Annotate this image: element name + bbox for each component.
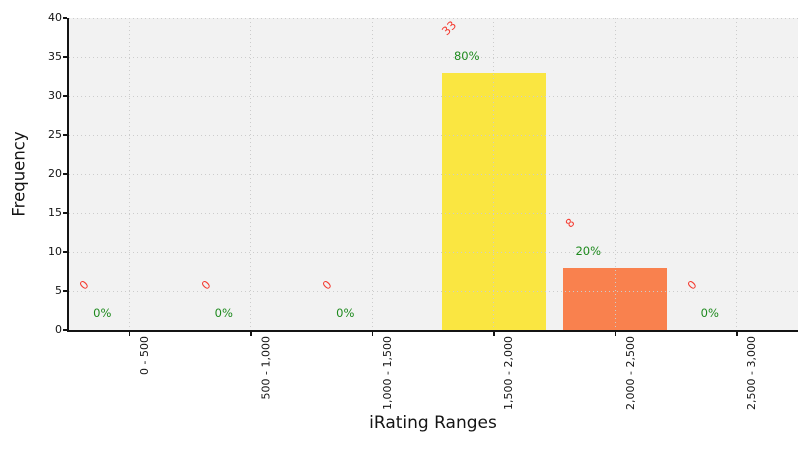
y-tick [62, 329, 67, 331]
gridline-vertical [250, 18, 252, 330]
y-tick-label: 15 [48, 206, 62, 219]
gridline-vertical [493, 18, 495, 330]
y-tick-label: 0 [55, 323, 62, 336]
x-tick [614, 331, 616, 337]
bar-percent-label: 0% [336, 306, 355, 320]
y-tick-label: 10 [48, 245, 62, 258]
y-tick-label: 25 [48, 128, 62, 141]
gridline-vertical [371, 18, 373, 330]
gridline-horizontal [68, 173, 798, 175]
y-tick [62, 290, 67, 292]
y-tick-label: 40 [48, 11, 62, 24]
bar-percent-label: 0% [93, 306, 112, 320]
x-tick-label: 1,500 - 2,000 [502, 336, 516, 410]
x-tick [128, 331, 130, 337]
y-tick-label: 35 [48, 50, 62, 63]
gridline-horizontal [68, 134, 798, 136]
y-tick [62, 95, 67, 97]
y-tick-label: 20 [48, 167, 62, 180]
bar-percent-label: 20% [575, 243, 602, 258]
gridline-vertical [736, 18, 738, 330]
x-tick-label: 1,000 - 1,500 [380, 336, 394, 410]
y-tick [62, 56, 67, 58]
gridline-horizontal [68, 17, 798, 19]
y-tick-label: 30 [48, 89, 62, 102]
x-tick [371, 331, 373, 337]
gridline-horizontal [68, 290, 798, 292]
x-tick-label: 0 - 500 [137, 336, 151, 375]
y-axis-spine [67, 18, 69, 332]
gridline-vertical [128, 18, 130, 330]
gridline-horizontal [68, 56, 798, 58]
y-tick [62, 173, 67, 175]
bar-percent-label: 0% [700, 306, 719, 320]
x-tick-label: 2,500 - 3,000 [745, 336, 759, 410]
bar-percent-label: 80% [453, 48, 480, 63]
x-tick-label: 2,000 - 2,500 [623, 336, 637, 410]
x-tick [493, 331, 495, 337]
y-tick [62, 134, 67, 136]
gridline-horizontal [68, 95, 798, 97]
bar-percent-label: 0% [214, 306, 233, 320]
gridline-vertical [614, 18, 616, 330]
x-axis-spine [67, 330, 798, 332]
y-tick [62, 212, 67, 214]
y-tick [62, 17, 67, 19]
x-tick-label: 500 - 1,000 [259, 336, 273, 400]
x-tick [250, 331, 252, 337]
gridline-horizontal [68, 212, 798, 214]
x-axis-title: iRating Ranges [369, 413, 497, 433]
x-tick [736, 331, 738, 337]
y-tick-label: 5 [55, 284, 62, 297]
gridline-horizontal [68, 251, 798, 253]
y-tick [62, 251, 67, 253]
